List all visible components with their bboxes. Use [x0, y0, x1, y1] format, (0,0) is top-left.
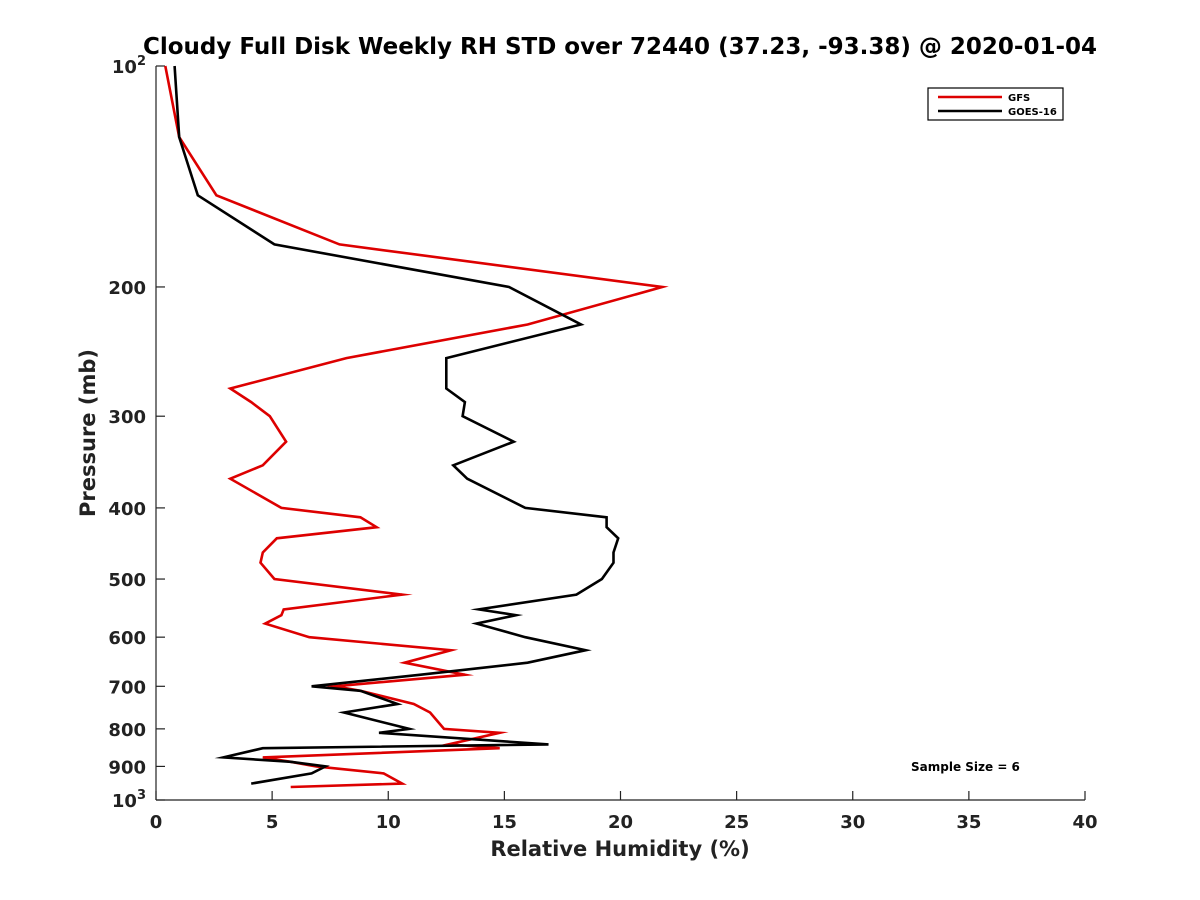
y-tick-label: 400	[108, 499, 146, 520]
legend-box	[927, 87, 1064, 121]
legend-label-gfs: GFS	[1008, 93, 1030, 104]
chart-title: Cloudy Full Disk Weekly RH STD over 7244…	[143, 34, 1097, 60]
y-tick-label: 102	[112, 54, 146, 78]
y-tick-label: 800	[108, 720, 146, 741]
y-tick-label: 500	[108, 570, 146, 591]
x-tick-label: 20	[608, 812, 633, 833]
legend-label-goes16: GOES-16	[1008, 107, 1057, 118]
series-line-goes16	[173, 65, 620, 785]
x-tick-label: 5	[266, 812, 279, 833]
x-tick-label: 0	[150, 812, 163, 833]
sample-size-annotation: Sample Size = 6	[911, 760, 1020, 774]
y-axis-label: Pressure (mb)	[76, 349, 100, 517]
series-lines	[164, 65, 669, 789]
y-tick-label: 300	[108, 407, 146, 428]
y-tick-label: 700	[108, 677, 146, 698]
x-tick-label: 40	[1072, 812, 1097, 833]
x-tick-label: 25	[724, 812, 749, 833]
plot-area: 0 5 10 15 20 25 30 35 40 102 200 300 400 500 600 700 80…	[108, 54, 1097, 833]
y-tick-label: 200	[108, 278, 146, 299]
legend: GFS GOES-16	[927, 87, 1064, 121]
x-tick-label: 10	[376, 812, 401, 833]
y-tick-label: 600	[108, 628, 146, 649]
x-tick-label: 35	[956, 812, 981, 833]
y-tick-label: 900	[108, 757, 146, 778]
y-tick-label: 103	[112, 788, 146, 812]
x-tick-label: 30	[840, 812, 865, 833]
x-axis-label: Relative Humidity (%)	[490, 837, 749, 861]
x-tick-label: 15	[492, 812, 517, 833]
y-axis-ticks: 102 200 300 400 500 600 700 800 900 103	[108, 54, 165, 812]
x-axis-ticks: 0 5 10 15 20 25 30 35 40	[150, 791, 1098, 833]
